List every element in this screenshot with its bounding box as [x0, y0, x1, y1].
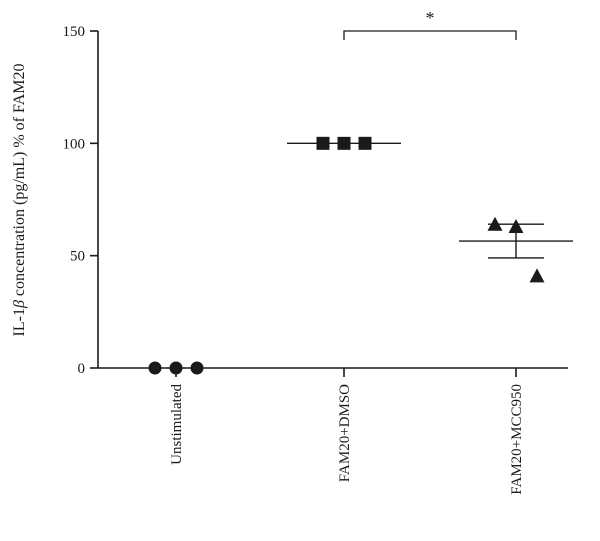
y-axis-title-symbol: β [11, 300, 28, 309]
data-marks [148, 136, 545, 375]
category-label-1: FAM20+DMSO [337, 384, 353, 482]
significance-bracket-line-0 [343, 30, 517, 40]
error-bars [287, 142, 573, 259]
y-axis-title-suffix: concentration (pg/mL) % of FAM20 [11, 64, 28, 301]
category-label-2: FAM20+MCC950 [509, 384, 525, 495]
axes [97, 31, 568, 369]
significance-label-0: * [426, 8, 435, 28]
y-tick-label-50: 50 [70, 249, 85, 265]
y-axis-title-prefix: IL-1 [11, 308, 28, 336]
significance-bracket: * [343, 8, 517, 40]
y-axis-title: IL-1β concentration (pg/mL) % of FAM20 [11, 64, 28, 337]
y-tick-label-0: 0 [78, 361, 86, 377]
y-tick-label-100: 100 [63, 136, 86, 152]
point-0-2 [190, 361, 204, 375]
point-0-1 [169, 361, 183, 375]
category-label-0: Unstimulated [169, 384, 185, 465]
category-labels: Unstimulated FAM20+DMSO FAM20+MCC950 [169, 368, 525, 495]
point-0-0 [148, 361, 162, 375]
y-tick-label-150: 150 [63, 24, 86, 40]
y-ticks: 0 50 100 150 [63, 24, 98, 377]
point-2-2 [529, 268, 545, 283]
